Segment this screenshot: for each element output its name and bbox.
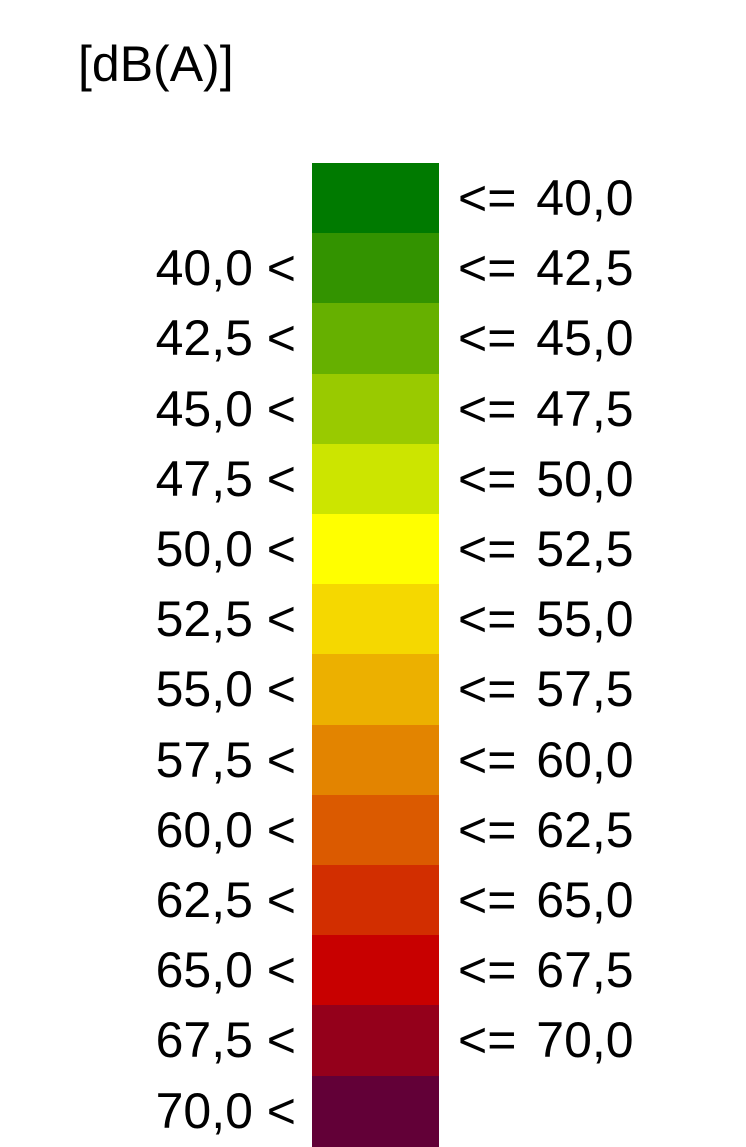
legend-swatch — [312, 373, 439, 445]
legend-upper-bound: <= 62,5 — [458, 801, 634, 858]
legend-swatch — [312, 654, 439, 726]
legend-upper-bound: <= 42,5 — [458, 240, 634, 297]
legend-upper-bound: <= 47,5 — [458, 380, 634, 437]
legend-swatch — [312, 233, 439, 305]
legend-upper-bound: <= 45,0 — [458, 310, 634, 367]
unit-label: [dB(A)] — [78, 36, 234, 92]
legend-swatch — [312, 303, 439, 375]
legend-row: 42,5 < <= 45,0 — [0, 303, 746, 375]
legend-lower-bound: 65,0 < — [155, 942, 296, 999]
legend-swatch — [312, 1075, 439, 1147]
legend-lower-bound: 62,5 < — [155, 872, 296, 928]
legend-row: 60,0 < <= 62,5 — [0, 794, 746, 866]
legend-swatch — [312, 1005, 439, 1077]
legend-lower-bound: 50,0 < — [155, 521, 296, 577]
legend-lower-bound: 45,0 < — [155, 380, 296, 437]
legend-row: 47,5 < <= 50,0 — [0, 443, 746, 515]
legend-upper-bound: <= 67,5 — [458, 942, 634, 999]
legend-lower-bound: 67,5 < — [155, 1012, 296, 1069]
legend-row: 55,0 < <= 57,5 — [0, 654, 746, 726]
legend-upper-bound: <= 55,0 — [458, 591, 634, 648]
legend-swatch — [312, 514, 439, 585]
legend-row: 52,5 < <= 55,0 — [0, 584, 746, 656]
legend-swatch — [312, 163, 439, 234]
legend-row: 70,0 < — [0, 1075, 746, 1147]
legend-swatch — [312, 443, 439, 515]
legend-row: 62,5 < <= 65,0 — [0, 865, 746, 936]
legend-row: 57,5 < <= 60,0 — [0, 724, 746, 796]
legend-lower-bound: 60,0 < — [155, 801, 296, 858]
legend-row: 45,0 < <= 47,5 — [0, 373, 746, 445]
legend-lower-bound: 47,5 < — [155, 450, 296, 507]
legend-upper-bound: <= 50,0 — [458, 450, 634, 507]
legend-swatch — [312, 935, 439, 1007]
legend-lower-bound: 70,0 < — [155, 1082, 296, 1139]
legend-row: 40,0 < <= 42,5 — [0, 233, 746, 305]
legend-lower-bound: 52,5 < — [155, 591, 296, 648]
legend-row: 50,0 < <= 52,5 — [0, 514, 746, 585]
legend-swatch — [312, 724, 439, 796]
legend-swatch — [312, 865, 439, 936]
legend-upper-bound: <= 60,0 — [458, 731, 634, 788]
legend-lower-bound: 40,0 < — [155, 240, 296, 297]
legend-swatch — [312, 584, 439, 656]
legend-upper-bound: <= 65,0 — [458, 872, 634, 928]
legend-lower-bound: 55,0 < — [155, 661, 296, 718]
legend-swatch — [312, 794, 439, 866]
legend-upper-bound: <= 40,0 — [458, 170, 634, 226]
legend-row: 67,5 < <= 70,0 — [0, 1005, 746, 1077]
legend-row: 65,0 < <= 67,5 — [0, 935, 746, 1007]
legend-upper-bound: <= 70,0 — [458, 1012, 634, 1069]
legend-upper-bound: <= 52,5 — [458, 521, 634, 577]
legend-lower-bound: 42,5 < — [155, 310, 296, 367]
legend-upper-bound: <= 57,5 — [458, 661, 634, 718]
legend-row: <= 40,0 — [0, 163, 746, 234]
legend-lower-bound: 57,5 < — [155, 731, 296, 788]
